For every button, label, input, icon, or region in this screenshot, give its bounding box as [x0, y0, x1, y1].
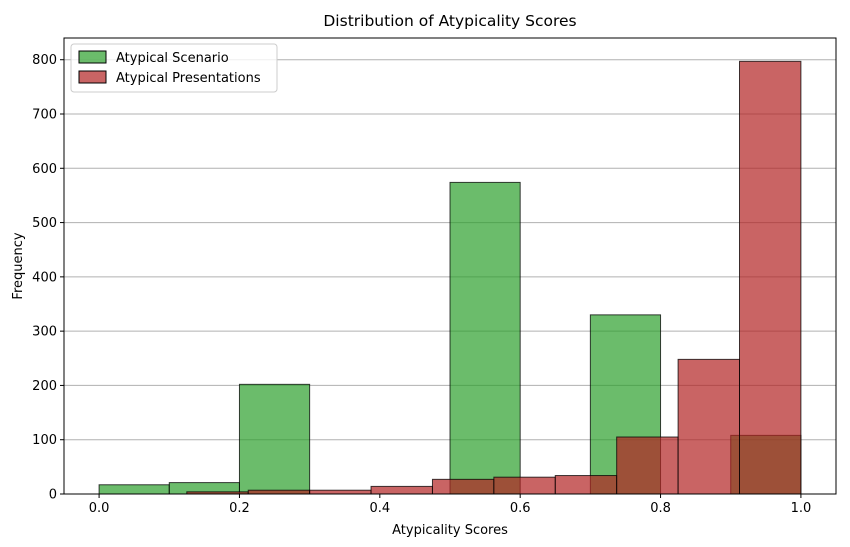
legend-label-atypical-presentations: Atypical Presentations: [116, 71, 261, 86]
y-axis-label: Frequency: [11, 232, 26, 299]
x-tick-label: 0.0: [89, 501, 110, 516]
histogram-bar-atypical-presentations: [493, 476, 556, 495]
chart-title: Distribution of Atypicality Scores: [323, 12, 576, 30]
legend-swatch-atypical-scenario: [78, 50, 107, 64]
y-tick-label: 700: [32, 108, 57, 123]
y-tick-label: 300: [32, 325, 57, 340]
histogram-bar-atypical-presentations: [739, 60, 802, 495]
x-axis-ticks: 0.0 0.2 0.4 0.6 0.8 1.0: [89, 494, 812, 516]
histogram-bars: [98, 60, 802, 495]
y-axis-ticks: 0 100 200 300 400 500 600 700 800: [32, 53, 64, 503]
plot-frame: [63, 37, 837, 495]
histogram-bar-atypical-presentations: [309, 489, 372, 495]
x-tick-label: 0.2: [229, 501, 250, 516]
legend-swatch-atypical-presentations: [78, 70, 107, 84]
y-tick-label: 400: [32, 270, 57, 285]
y-tick-label: 600: [32, 162, 57, 177]
histogram-bar-atypical-presentations: [431, 478, 495, 495]
histogram-bar-atypical-scenario: [238, 383, 311, 495]
histogram-bar-atypical-scenario: [449, 181, 521, 495]
legend-box: [70, 43, 278, 93]
x-tick-label: 0.8: [650, 501, 671, 516]
legend-label-atypical-scenario: Atypical Scenario: [116, 51, 229, 66]
x-tick-label: 0.4: [369, 501, 390, 516]
y-tick-label: 0: [49, 488, 57, 503]
histogram-bar-atypical-presentations: [616, 436, 679, 495]
legend: Atypical Scenario Atypical Presentations: [70, 43, 278, 93]
y-tick-label: 100: [32, 433, 57, 448]
histogram-bar-atypical-presentations: [247, 489, 311, 495]
histogram-bar-atypical-presentations: [554, 475, 618, 495]
histogram-bar-atypical-presentations: [677, 358, 740, 495]
y-tick-label: 500: [32, 216, 57, 231]
x-tick-label: 1.0: [791, 501, 812, 516]
x-tick-label: 0.6: [510, 501, 531, 516]
x-axis-label: Atypicality Scores: [392, 523, 508, 538]
y-tick-label: 200: [32, 379, 57, 394]
y-tick-label: 800: [32, 53, 57, 68]
histogram-bar-atypical-scenario: [98, 484, 170, 495]
histogram-bar-atypical-presentations: [370, 485, 433, 495]
